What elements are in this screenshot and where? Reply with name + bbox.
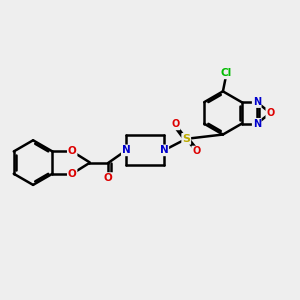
Text: N: N bbox=[160, 146, 168, 155]
Text: O: O bbox=[68, 146, 76, 156]
Text: O: O bbox=[266, 108, 274, 118]
Text: N: N bbox=[122, 146, 130, 155]
Text: O: O bbox=[171, 119, 180, 130]
Text: S: S bbox=[182, 134, 190, 144]
Text: Cl: Cl bbox=[221, 68, 232, 78]
Text: N: N bbox=[253, 119, 261, 129]
Text: N: N bbox=[253, 97, 261, 107]
Text: O: O bbox=[104, 173, 112, 183]
Text: O: O bbox=[68, 169, 76, 179]
Text: O: O bbox=[192, 146, 200, 156]
